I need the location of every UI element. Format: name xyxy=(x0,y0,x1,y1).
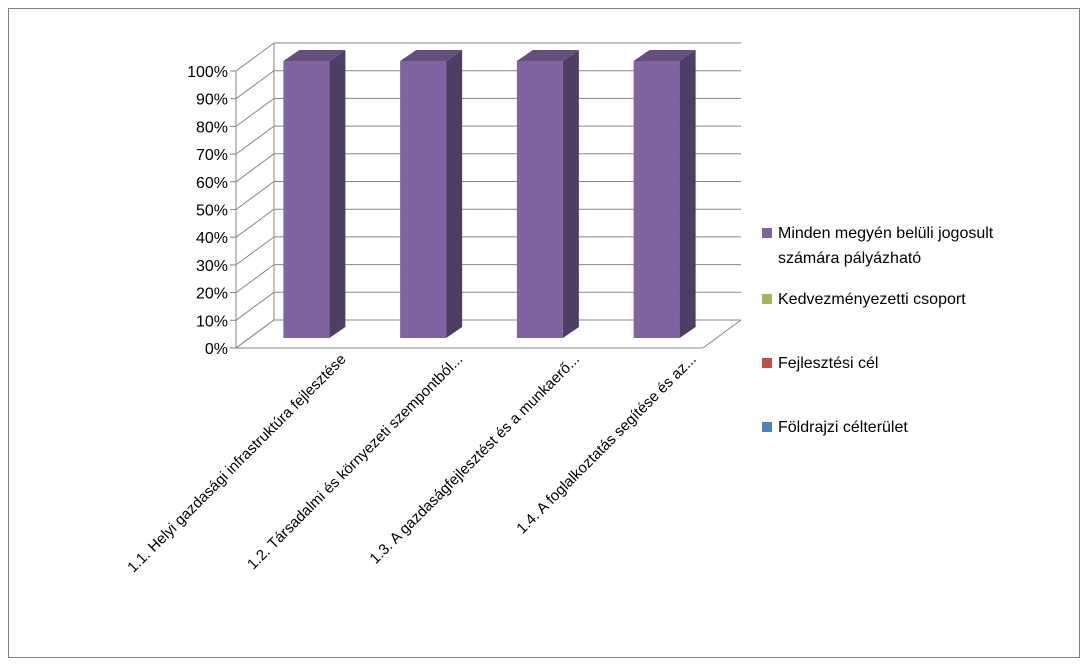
y-tick-label: 20% xyxy=(196,286,228,303)
y-tick-label: 80% xyxy=(196,119,228,136)
x-axis-labels: 1.1. Helyi gazdasági infrastruktúra fejl… xyxy=(124,351,700,576)
x-category-label: 1.4. A foglalkoztatás segítése és az... xyxy=(513,351,700,538)
gridline-side xyxy=(236,209,274,237)
y-tick-label: 100% xyxy=(187,64,228,81)
y-tick-label: 0% xyxy=(205,341,228,358)
gridline-side xyxy=(236,292,274,320)
bar xyxy=(400,61,446,338)
legend: Minden megyén belüli jogosult számára pál… xyxy=(762,225,994,436)
bar-side xyxy=(329,50,345,338)
legend-label: Fejlesztési cél xyxy=(778,355,878,372)
y-tick-label: 50% xyxy=(196,203,228,220)
gridline-side xyxy=(236,154,274,182)
x-category-label: 1.2. Társadalmi és környezeti szempontbó… xyxy=(244,351,466,573)
gridline-side xyxy=(236,126,274,154)
legend-swatch xyxy=(762,422,772,432)
bar xyxy=(517,61,563,338)
gridline-side xyxy=(236,320,274,348)
legend-swatch xyxy=(762,358,772,368)
y-tick-label: 90% xyxy=(196,92,228,109)
gridline-side xyxy=(236,237,274,265)
legend-label: Minden megyén belüli jogosult xyxy=(778,225,994,242)
legend-swatch xyxy=(762,228,772,238)
y-tick-label: 10% xyxy=(196,313,228,330)
bar-side xyxy=(563,50,579,338)
legend-label-line2: számára pályázható xyxy=(778,250,921,267)
x-category-label: 1.1. Helyi gazdasági infrastruktúra fejl… xyxy=(124,351,349,576)
bar-side xyxy=(446,50,462,338)
legend-label: Földrajzi célterület xyxy=(778,419,908,436)
bars xyxy=(283,50,695,338)
y-tick-label: 60% xyxy=(196,175,228,192)
y-axis-ticks: 0% 10% 20% 30% 40% 50% 60% 70% 80% 90% 100% xyxy=(187,64,236,358)
gridline-side xyxy=(236,98,274,126)
y-tick-label: 70% xyxy=(196,147,228,164)
gridline-side xyxy=(236,71,274,99)
y-tick-label: 40% xyxy=(196,230,228,247)
x-category-label: 1.3. A gazdaságfejlesztést és a munkaerő… xyxy=(366,351,583,568)
floor-right-edge xyxy=(703,320,741,348)
gridline-side xyxy=(236,182,274,210)
legend-swatch xyxy=(762,294,772,304)
y-tick-label: 30% xyxy=(196,258,228,275)
bar xyxy=(634,61,680,338)
gridline-side xyxy=(236,43,274,71)
legend-label: Kedvezményezetti csoport xyxy=(778,291,966,308)
bar xyxy=(283,61,329,338)
gridline-side xyxy=(236,265,274,293)
bar-side xyxy=(680,50,696,338)
